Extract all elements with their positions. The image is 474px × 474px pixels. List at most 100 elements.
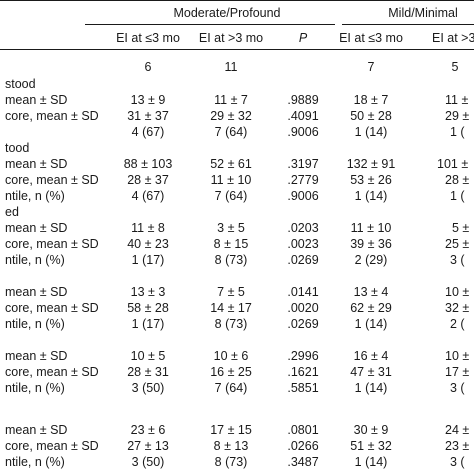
table-cell: 1 (14) [354,381,388,395]
table-cell: 1 (17) [131,317,165,331]
table-cell: 10 ± 6 [213,349,249,363]
table-cell: .0020 [287,301,319,315]
table-cell: .3487 [287,455,319,469]
table-cell: 8 ± 13 [213,439,249,453]
table-cell: 13 ± 9 [130,93,166,107]
table-cell: 4 (67) [131,189,165,203]
table-cell: .9006 [287,125,319,139]
table-cell: 8 (73) [214,253,248,267]
table-cell: 101 ± [437,157,469,171]
table-cell: 5 ± [452,221,470,235]
table-cell: 3 ( [450,381,465,395]
header-rule [0,49,474,50]
table-cell: 13 ± 3 [130,285,166,299]
table-cell: 16 ± 4 [353,349,389,363]
table-cell: 1 (14) [354,317,388,331]
table-cell: .0141 [287,285,319,299]
group-header-mild-minimal: Mild/Minimal [388,6,458,20]
table-cell: 11 ± [445,93,469,107]
table-cell: 88 ± 103 [123,157,173,171]
table-cell: 11 ± 8 [131,221,165,235]
table-cell: 10 ± [445,285,470,299]
n-cell: 5 [451,60,459,74]
group-rule-moderate [85,24,335,25]
table-cell: 23 ± 6 [130,423,166,437]
table-cell: 30 ± 9 [353,423,389,437]
col-header-ei-gt3-b: EI at >3 [432,31,474,45]
table-cell: 132 ± 91 [346,157,396,171]
table-cell: 4 (67) [131,125,165,139]
table-cell: 47 ± 31 [350,365,392,379]
table-cell: 25 ± [445,237,470,251]
table-cell: 11 ± 10 [210,173,252,187]
table-cell: .0269 [287,317,319,331]
n-cell: 7 [367,60,375,74]
table-cell: 7 ± 5 [217,285,245,299]
table-cell: .0269 [287,253,319,267]
n-cell: 6 [144,60,152,74]
row-label: ntile, n (%) [5,189,65,203]
table-cell: .2779 [287,173,319,187]
table-cell: 28 ± 31 [127,365,169,379]
row-label: core, mean ± SD [5,237,99,251]
table-cell: 29 ± [445,109,470,123]
table-cell: 1 (14) [354,125,388,139]
table-cell: 52 ± 61 [210,157,252,171]
table-cell: 18 ± 7 [353,93,389,107]
table-cell: 58 ± 28 [127,301,169,315]
table-cell: .2996 [287,349,319,363]
table-cell: 39 ± 36 [350,237,392,251]
table-cell: 17 ± 15 [210,423,252,437]
table-cell: .4091 [287,109,319,123]
table-cell: .3197 [287,157,319,171]
table-cell: 11 ± 7 [214,93,248,107]
table-cell: 11 ± 10 [350,221,392,235]
table-cell: 51 ± 32 [350,439,392,453]
group-header-moderate-profound: Moderate/Profound [173,6,281,20]
row-label: core, mean ± SD [5,173,99,187]
table-cell: 17 ± [445,365,470,379]
table-cell: 3 ( [450,253,465,267]
table-cell: 31 ± 37 [127,109,169,123]
table-cell: 28 ± [445,173,470,187]
table-cell: 27 ± 13 [127,439,169,453]
section-title: ed [5,205,19,219]
group-rule-mild [342,24,474,25]
table-cell: .1621 [287,365,319,379]
row-label: mean ± SD [5,349,68,363]
table-cell: 28 ± 37 [127,173,169,187]
table-cell: 2 ( [450,317,465,331]
col-header-p: P [298,31,308,45]
row-label: ntile, n (%) [5,381,65,395]
table-cell: 3 (50) [131,455,165,469]
table-cell: 3 ± 5 [217,221,245,235]
table-cell: 10 ± 5 [130,349,166,363]
table-cell: .9006 [287,189,319,203]
row-label: mean ± SD [5,285,68,299]
table-cell: .0203 [287,221,319,235]
table-cell: 13 ± 4 [353,285,389,299]
table-cell: .0266 [287,439,319,453]
table-cell: 53 ± 26 [350,173,392,187]
table-cell: .9889 [287,93,319,107]
table-cell: 7 (64) [214,381,248,395]
table-cell: 40 ± 23 [127,237,169,251]
n-cell: 11 [224,60,238,74]
table-cell: 1 ( [450,125,465,139]
table-cell: .0023 [287,237,319,251]
table-cell: 1 (14) [354,189,388,203]
table-cell: 1 ( [450,189,465,203]
table-cell: 14 ± 17 [210,301,252,315]
col-header-ei-gt3: EI at >3 mo [198,31,264,45]
section-title: stood [5,77,36,91]
row-label: ntile, n (%) [5,253,65,267]
table-cell: 1 (17) [131,253,165,267]
table-cell: 24 ± [445,423,470,437]
table-cell: 32 ± [445,301,470,315]
table-cell: .0801 [287,423,319,437]
table-cell: 10 ± [445,349,470,363]
table-cell: 7 (64) [214,189,248,203]
table-cell: 3 ( [450,455,465,469]
table-cell: 7 (64) [214,125,248,139]
